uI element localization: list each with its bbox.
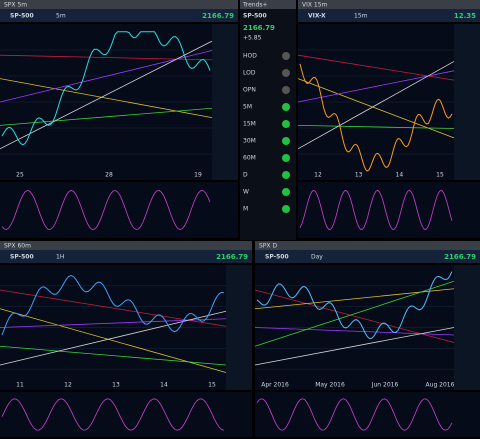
trend-dot (282, 69, 290, 77)
quote-panel (240, 0, 296, 240)
price-line (1, 274, 225, 336)
price: 2166.79 (202, 12, 234, 20)
row-label: D (243, 172, 248, 179)
interval: Day (311, 254, 323, 261)
trend-dot (282, 171, 290, 179)
x-label: Aug 2016 (426, 382, 455, 389)
interval: 1H (56, 254, 64, 261)
indicator-plot (298, 182, 480, 238)
trend-dot (282, 154, 290, 162)
trend-line (297, 125, 455, 129)
trend-dot (282, 205, 290, 213)
panel-title: Trends+ (242, 2, 268, 9)
price-line (299, 63, 453, 172)
x-label: 15 (436, 172, 444, 179)
symbol: SP-500 (10, 254, 34, 261)
panel-header (298, 0, 480, 9)
x-label: 14 (396, 172, 404, 179)
trend-dot (282, 52, 290, 60)
panel-header (240, 0, 296, 9)
symbol-bar (298, 9, 480, 22)
x-label: 28 (105, 172, 113, 179)
trend-dot (282, 103, 290, 111)
interval: 15m (354, 13, 368, 20)
panel-title: VIX 15m (302, 2, 328, 9)
panel-title: SPX 60m (4, 243, 31, 250)
x-label: 11 (16, 382, 24, 389)
price-scale (226, 265, 252, 390)
x-label: 13 (112, 382, 120, 389)
row-label: HOD (243, 53, 257, 60)
x-label: 12 (314, 172, 322, 179)
x-label: May 2016 (315, 382, 345, 389)
x-label: 25 (16, 172, 24, 179)
row-label: 15M (243, 121, 256, 128)
panel-header (255, 241, 480, 250)
row-label: OPN (243, 87, 256, 94)
trend-line (0, 345, 227, 366)
symbol: SP-500 (243, 13, 267, 20)
x-label: 12 (64, 382, 72, 389)
indicator-line (1, 189, 211, 231)
change: +5.85 (243, 35, 262, 42)
price: 2166.79 (444, 253, 476, 261)
trend-line (254, 280, 455, 347)
symbol-bar (0, 9, 238, 22)
row-label: 30M (243, 138, 256, 145)
row-label: 60M (243, 155, 256, 162)
price: 12.35 (454, 12, 476, 20)
trend-dot (282, 188, 290, 196)
panel-title: SPX D (259, 243, 277, 250)
price-line (1, 31, 211, 146)
trend-line (0, 40, 213, 150)
symbol: SP-500 (10, 13, 34, 20)
x-label: 19 (194, 172, 202, 179)
indicator-plot (0, 182, 238, 238)
symbol: SP-500 (265, 254, 289, 261)
indicator-plot (0, 392, 252, 437)
trend-line (254, 327, 455, 366)
price-scale (212, 24, 238, 180)
symbol-bar (255, 250, 480, 263)
x-label: Jun 2016 (371, 382, 399, 389)
price-line (256, 271, 453, 340)
x-label: 15 (208, 382, 216, 389)
trend-dot (282, 86, 290, 94)
x-label: Apr 2016 (261, 382, 289, 389)
panel-title: SPX 5m (4, 2, 27, 9)
panel-header (0, 0, 238, 9)
trend-dot (282, 120, 290, 128)
row-label: M (243, 206, 248, 213)
last-price: 2166.79 (243, 24, 275, 32)
symbol-bar (0, 250, 252, 263)
interval: 5m (56, 13, 66, 20)
x-label: 14 (160, 382, 168, 389)
indicator-line (1, 398, 225, 431)
x-label: 13 (355, 172, 363, 179)
trend-line (297, 61, 455, 150)
trend-line (0, 107, 213, 126)
price: 2166.79 (216, 253, 248, 261)
trend-line (0, 310, 227, 366)
price-scale (454, 24, 480, 180)
panel-header (0, 241, 252, 250)
symbol: VIX-X (308, 13, 326, 20)
indicator-line (256, 398, 453, 431)
row-label: LOD (243, 70, 256, 77)
row-label: 5M (243, 104, 252, 111)
price-scale (454, 265, 480, 390)
row-label: W (243, 189, 249, 196)
trend-dot (282, 137, 290, 145)
indicator-line (299, 189, 453, 231)
